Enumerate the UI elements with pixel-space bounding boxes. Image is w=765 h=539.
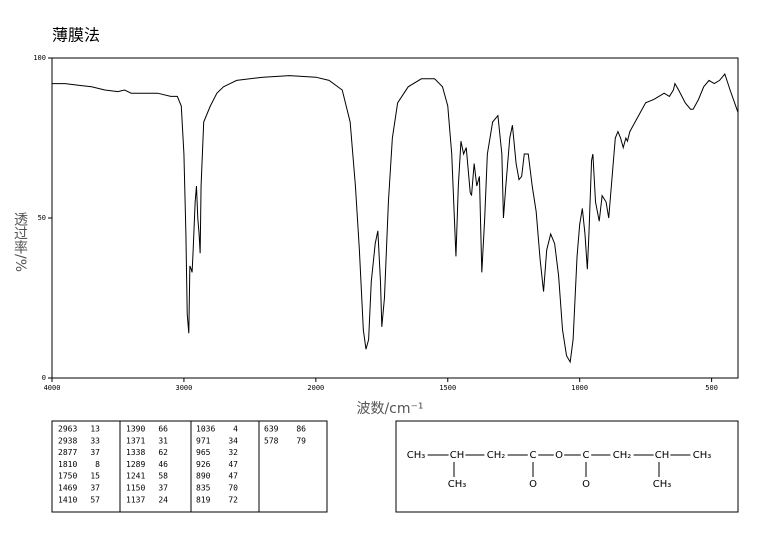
peak-wavenumber: 1371 (126, 436, 145, 445)
x-tick-label: 500 (705, 384, 718, 392)
peak-transmittance: 37 (90, 484, 100, 493)
spectrum-line (52, 72, 739, 364)
peak-transmittance: 15 (90, 472, 100, 481)
peak-transmittance: 4 (233, 425, 238, 434)
chain-atom: CH (450, 450, 465, 461)
peak-wavenumber: 1137 (126, 495, 145, 504)
plot-frame (51, 57, 739, 379)
peak-wavenumber: 1410 (58, 495, 77, 504)
chain-atom: CH₃ (693, 450, 712, 461)
peak-transmittance: 33 (90, 436, 100, 445)
peak-transmittance: 46 (158, 460, 168, 469)
x-tick-label: 4000 (44, 384, 61, 392)
peak-transmittance: 37 (158, 484, 168, 493)
chain-atom: CH₂ (487, 450, 506, 461)
peak-wavenumber: 1390 (126, 425, 145, 434)
peak-transmittance: 47 (228, 460, 238, 469)
peak-transmittance: 31 (158, 436, 168, 445)
peak-transmittance: 58 (158, 472, 168, 481)
peak-wavenumber: 639 (264, 425, 279, 434)
peak-wavenumber: 2877 (58, 448, 77, 457)
peak-wavenumber: 890 (196, 472, 211, 481)
peak-wavenumber: 2938 (58, 436, 77, 445)
peak-wavenumber: 1338 (126, 448, 145, 457)
branch-atom: O (529, 479, 537, 490)
chain-atom: O (555, 450, 563, 461)
peak-transmittance: 34 (228, 436, 238, 445)
peak-transmittance: 32 (228, 448, 238, 457)
chain-atom: CH₂ (613, 450, 632, 461)
peak-transmittance: 37 (90, 448, 100, 457)
x-tick-label: 3000 (175, 384, 192, 392)
branch-atom: O (582, 479, 590, 490)
peak-wavenumber: 1036 (196, 425, 215, 434)
x-tick-label: 1500 (439, 384, 456, 392)
y-axis-label: 透过率/% (12, 212, 28, 272)
peak-transmittance: 24 (158, 495, 168, 504)
peak-wavenumber: 1289 (126, 460, 145, 469)
peak-wavenumber: 578 (264, 436, 279, 445)
peak-transmittance: 86 (296, 425, 306, 434)
peak-wavenumber: 1810 (58, 460, 77, 469)
y-tick-label: 0 (42, 374, 46, 382)
peak-wavenumber: 1241 (126, 472, 145, 481)
peak-transmittance: 66 (158, 425, 168, 434)
chain-atom: CH₃ (407, 450, 426, 461)
chain-atom: C (530, 450, 537, 461)
x-axis-label: 波数/cm⁻¹ (356, 401, 423, 417)
y-tick-label: 100 (33, 54, 46, 62)
chain-atom: C (583, 450, 590, 461)
peak-table-frame (51, 420, 328, 513)
x-tick-label: 1000 (571, 384, 588, 392)
peak-transmittance: 79 (296, 436, 306, 445)
peak-wavenumber: 1469 (58, 484, 77, 493)
chain-atom: CH (655, 450, 670, 461)
peak-transmittance: 47 (228, 472, 238, 481)
peak-transmittance: 8 (95, 460, 100, 469)
branch-atom: CH₃ (653, 479, 672, 490)
peak-transmittance: 57 (90, 495, 100, 504)
y-tick-label: 50 (38, 214, 46, 222)
peak-wavenumber: 1750 (58, 472, 77, 481)
peak-transmittance: 62 (158, 448, 168, 457)
chart-title: 薄膜法 (52, 26, 100, 45)
peak-wavenumber: 2963 (58, 425, 77, 434)
peak-wavenumber: 819 (196, 495, 211, 504)
structure-frame (395, 420, 739, 513)
peak-transmittance: 72 (228, 495, 238, 504)
peak-wavenumber: 1150 (126, 484, 145, 493)
peak-wavenumber: 965 (196, 448, 211, 457)
peak-transmittance: 70 (228, 484, 238, 493)
peak-transmittance: 13 (90, 425, 100, 434)
x-tick-label: 2000 (307, 384, 324, 392)
peak-wavenumber: 971 (196, 436, 211, 445)
branch-atom: CH₃ (448, 479, 467, 490)
peak-wavenumber: 926 (196, 460, 211, 469)
peak-wavenumber: 835 (196, 484, 211, 493)
